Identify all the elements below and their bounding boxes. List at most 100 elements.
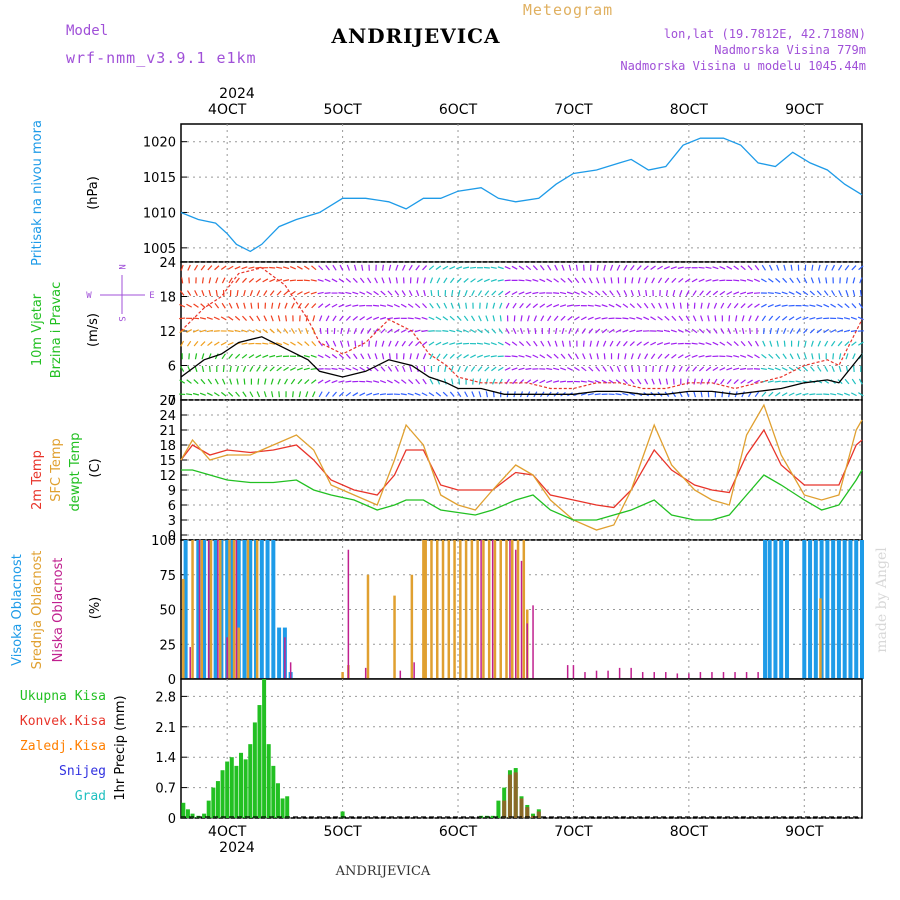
- wind-arrow: [809, 304, 816, 307]
- wind-arrow: [753, 379, 760, 384]
- wind-arrow: [422, 303, 428, 309]
- wind-arrow: [747, 354, 753, 359]
- wind-arrow: [630, 353, 634, 360]
- footer-station: ANDRIJEVICA: [335, 864, 431, 879]
- wind-arrow: [796, 328, 801, 334]
- wind-arrow: [394, 340, 399, 347]
- wind-arrow: [283, 341, 290, 346]
- wind-arrow: [698, 366, 705, 372]
- wind-arrow: [208, 277, 212, 284]
- wind-arrow: [318, 391, 323, 398]
- wind-arrow: [429, 378, 434, 385]
- wind-arrow: [214, 353, 219, 360]
- year-label-bottom: 2024: [219, 840, 255, 856]
- wind-arrow: [760, 303, 767, 308]
- wind-arrow: [671, 353, 677, 359]
- wind-arrow: [303, 279, 310, 282]
- wind-arrow: [312, 315, 316, 322]
- wind-arrow: [837, 303, 843, 308]
- wind-arrow: [242, 315, 247, 321]
- wind-arrow: [622, 329, 629, 333]
- cloud-bar: [277, 627, 282, 679]
- wind-arrow: [241, 353, 248, 359]
- wind-arrow: [429, 353, 434, 360]
- wind-arrow: [705, 342, 712, 346]
- wind-unit: (m/s): [86, 313, 101, 347]
- cloud-bar: [424, 540, 427, 679]
- wind-arrow: [228, 353, 234, 359]
- wind-arrow: [359, 316, 366, 321]
- wind-arrow: [664, 353, 670, 359]
- wind-arrow: [755, 315, 759, 322]
- cloud-bar: [430, 540, 433, 679]
- wind-arrow: [423, 365, 426, 372]
- wind-arrow: [511, 291, 518, 296]
- wind-arrow: [227, 265, 234, 270]
- precip-legend-frozen: Zaledj.Kisa: [20, 739, 106, 754]
- wind-arrow: [608, 328, 615, 334]
- wind-arrow: [852, 353, 856, 360]
- wind-arrow: [733, 279, 740, 282]
- wind-arrow: [719, 367, 726, 371]
- wind-arrow: [561, 340, 565, 347]
- wind-arrow: [345, 380, 352, 383]
- wind-arrow: [831, 290, 836, 296]
- wind-arrow: [594, 393, 601, 396]
- wind-arrow: [269, 366, 275, 372]
- wind-arrow: [443, 277, 448, 284]
- wind-arrow: [214, 302, 220, 309]
- wind-arrow: [575, 264, 578, 271]
- wind-arrow: [470, 328, 476, 334]
- wind-arrow: [359, 366, 366, 372]
- wind-arrow: [284, 302, 288, 309]
- wind-arrow: [504, 367, 511, 371]
- wind-arrow: [339, 264, 344, 271]
- cloud-bar: [200, 540, 204, 679]
- wind-arrow: [388, 264, 392, 271]
- precip-ylabel: 1hr Precip (mm): [113, 695, 128, 800]
- time-tick-label-top: 4OCT: [208, 102, 247, 118]
- wind-arrow: [518, 341, 525, 347]
- wind-arrow: [416, 353, 420, 360]
- wind-arrow: [379, 304, 387, 307]
- wind-arrow: [823, 328, 830, 334]
- wind-arrow: [851, 265, 857, 271]
- wind-arrow: [359, 277, 365, 284]
- wind-arrow: [679, 290, 683, 297]
- wind-arrow: [422, 353, 427, 360]
- wind-arrow: [679, 302, 682, 309]
- wind-arrow: [449, 265, 456, 270]
- wind-arrow: [221, 277, 226, 284]
- wind-arrow: [373, 316, 380, 321]
- wind-arrow: [539, 265, 545, 271]
- wind-arrow: [221, 353, 226, 360]
- wind-arrow: [719, 341, 726, 346]
- wind-arrow: [264, 378, 267, 385]
- wind-arrow: [567, 315, 573, 321]
- wind-arrow: [414, 303, 421, 309]
- wind-arrow: [373, 290, 379, 296]
- cloud-bar: [711, 672, 713, 679]
- wind-arrow: [400, 393, 407, 396]
- wind-arrow: [477, 366, 483, 372]
- wind-arrow: [207, 378, 213, 385]
- wind-arrow: [753, 292, 761, 294]
- precip-bar: [220, 770, 225, 818]
- wind-arrow: [823, 290, 829, 296]
- y-tick-label: 15: [159, 454, 176, 469]
- wind-arrow: [449, 329, 456, 333]
- wind-arrow: [192, 392, 200, 396]
- wind-arrow: [532, 379, 539, 384]
- wind-arrow: [693, 378, 696, 385]
- wind-arrow: [525, 279, 532, 282]
- y-tick-label: 1005: [143, 242, 176, 257]
- wind-arrow: [347, 340, 350, 347]
- wind-arrow: [235, 277, 240, 284]
- wind-arrow: [360, 353, 365, 360]
- wind-arrow: [443, 378, 447, 385]
- precip-legend-conv: Konvek.Kisa: [20, 714, 106, 729]
- wind-arrow: [235, 302, 240, 309]
- wind-arrow: [407, 317, 414, 320]
- precip-bar: [234, 765, 239, 818]
- wind-arrow: [338, 292, 345, 294]
